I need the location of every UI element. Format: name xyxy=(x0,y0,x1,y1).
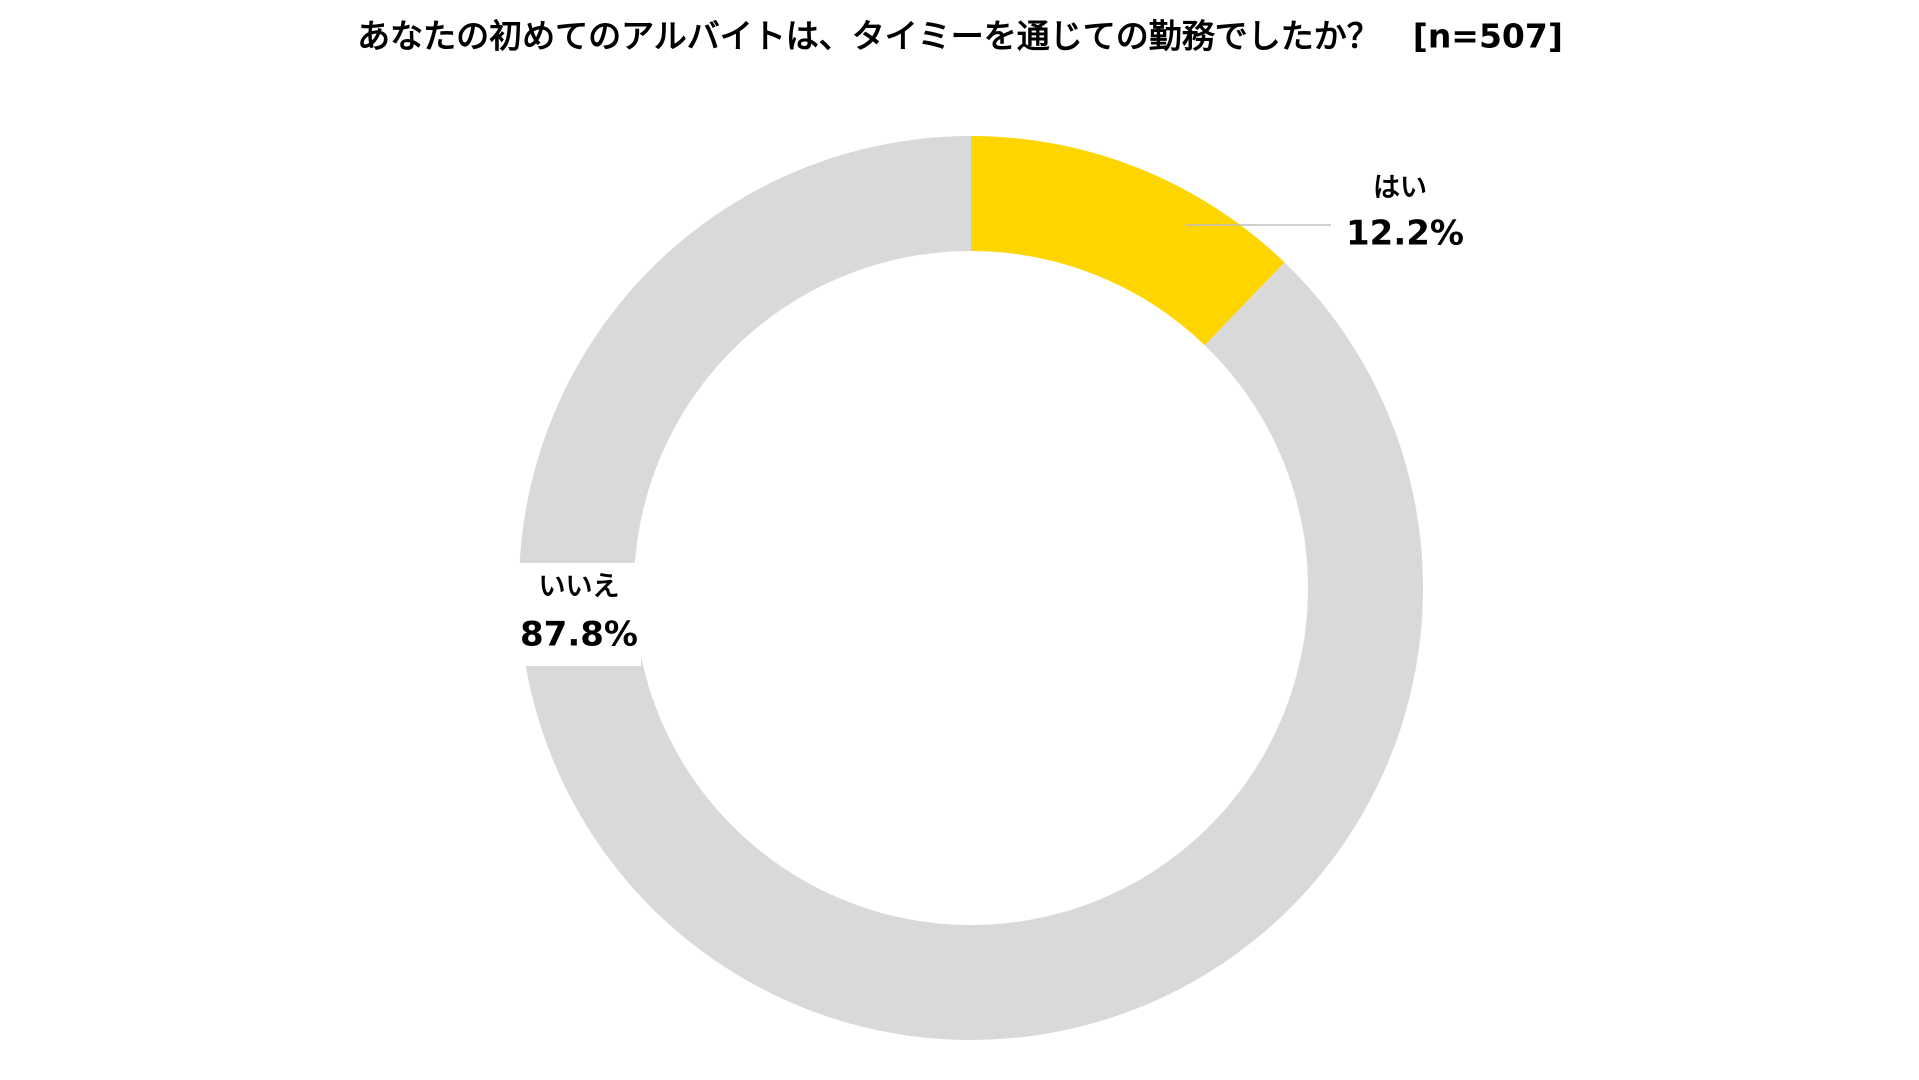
label-background xyxy=(517,563,641,666)
slice-label: いいえ xyxy=(539,572,620,603)
donut-slice xyxy=(518,136,1423,1040)
chart-title: あなたの初めてのアルバイトは、タイミーを通じての勤務でしたか？ [n=507] xyxy=(357,17,1563,56)
value-label: 87.8% xyxy=(520,615,638,655)
donut-slice xyxy=(971,136,1285,346)
slice-label: はい xyxy=(1373,173,1427,204)
value-label: 12.2% xyxy=(1346,214,1464,254)
